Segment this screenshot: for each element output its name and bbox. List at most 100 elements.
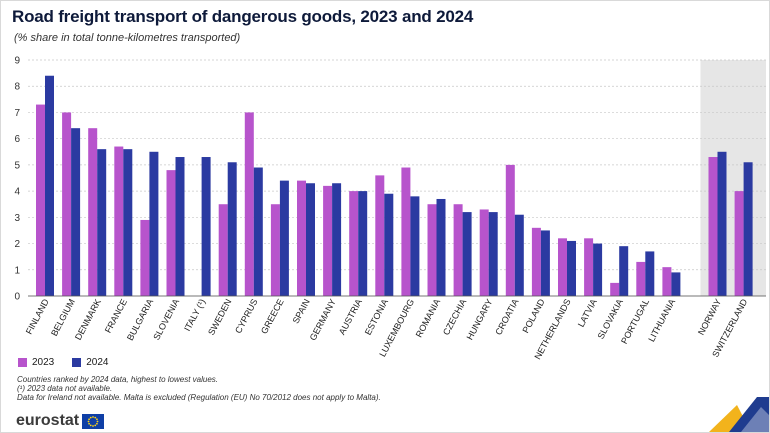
bar-2023-czechia [453, 204, 463, 296]
bar-2023-greece [270, 204, 280, 296]
bar-2024-germany [332, 183, 342, 296]
bar-2024-czechia [462, 212, 472, 296]
x-tick-label: SPAIN [291, 297, 312, 325]
logo-text: eurostat [16, 412, 80, 429]
bar-2023-cyprus [244, 112, 254, 296]
bar-2024-denmark [97, 149, 107, 296]
y-tick-label: 6 [14, 134, 20, 145]
corner-decoration-icon [709, 397, 769, 432]
bar-2023-norway [708, 157, 718, 296]
footnotes: Countries ranked by 2024 data, highest t… [17, 375, 381, 402]
y-tick-label: 0 [14, 292, 20, 303]
bar-2024-spain [306, 183, 315, 296]
bar-2023-slovenia [166, 170, 176, 296]
bar-2024-finland [45, 75, 54, 296]
x-tick-label: ROMANIA [414, 297, 443, 339]
x-tick-label: SLOVENIA [151, 297, 181, 341]
bar-2024-austria [358, 191, 368, 296]
bar-2024-romania [436, 198, 446, 296]
bar-2023-austria [349, 191, 359, 296]
footnote-ranking: Countries ranked by 2024 data, highest t… [17, 375, 219, 384]
bar-2023-croatia [505, 164, 515, 296]
bar-2024-bulgaria [149, 151, 159, 296]
x-tick-label: GREECE [259, 297, 286, 335]
x-tick-label: SWEDEN [206, 297, 233, 337]
bar-2023-france [114, 146, 124, 296]
bar-2024-lithuania [671, 272, 681, 296]
bar-2024-norway [717, 151, 727, 296]
bar-2024-netherlands [567, 240, 576, 296]
bar-2023-slovakia [610, 282, 620, 296]
y-tick-label: 4 [14, 187, 20, 198]
bar-2023-lithuania [662, 267, 672, 296]
bar-2023-spain [297, 180, 306, 296]
x-tick-label: FRANCE [103, 297, 129, 334]
x-tick-label: LITHUANIA [646, 297, 677, 343]
bar-2024-estonia [384, 193, 394, 296]
chart-subtitle: (% share in total tonne-kilometres trans… [14, 32, 241, 44]
bar-2024-italy [201, 157, 211, 296]
x-tick-label: NORWAY [696, 297, 723, 336]
bar-2024-sweden [227, 162, 237, 296]
x-tick-label: AUSTRIA [337, 297, 364, 336]
x-tick-label: BELGIUM [49, 297, 77, 337]
eurostat-logo: eurostat [16, 412, 105, 430]
x-tick-label: HUNGARY [465, 297, 495, 341]
x-tick-label: CROATIA [493, 297, 520, 336]
bar-2023-belgium [62, 112, 72, 296]
bar-2024-france [123, 149, 133, 296]
y-tick-label: 9 [14, 56, 20, 67]
legend-item-2023[interactable]: 2023 [18, 357, 54, 368]
bar-2023-sweden [218, 204, 228, 296]
y-tick-label: 5 [14, 160, 20, 171]
y-tick-label: 2 [14, 239, 20, 250]
bar-2024-portugal [645, 251, 655, 296]
bar-2024-switzerland [743, 162, 753, 296]
bar-2023-luxembourg [401, 167, 411, 296]
bar-2023-hungary [479, 209, 489, 296]
legend-swatch-2023 [18, 358, 27, 367]
bar-2024-croatia [514, 214, 524, 296]
bar-2024-slovakia [619, 246, 629, 296]
bar-2023-estonia [375, 175, 385, 296]
x-tick-label: CYPRUS [233, 297, 259, 335]
bar-2023-romania [427, 204, 437, 296]
y-tick-label: 8 [14, 82, 20, 93]
bar-2024-luxembourg [410, 196, 420, 296]
legend: 2023 2024 [18, 357, 109, 368]
bar-2024-poland [540, 230, 550, 296]
legend-label-2024: 2024 [86, 357, 109, 368]
bar-2024-greece [279, 180, 289, 296]
legend-item-2024[interactable]: 2024 [72, 357, 109, 368]
footnote-italy: (¹) 2023 data not available. [17, 384, 113, 393]
x-tick-label: ESTONIA [363, 297, 390, 336]
x-tick-label: CZECHIA [441, 297, 468, 337]
y-tick-label: 7 [14, 108, 20, 119]
chart-title: Road freight transport of dangerous good… [12, 7, 474, 26]
bar-2024-slovenia [175, 157, 185, 296]
bar-2024-cyprus [253, 167, 263, 296]
x-tick-label: DENMARK [73, 297, 103, 341]
x-tick-label: LATVIA [576, 297, 599, 329]
bar-2023-denmark [88, 128, 98, 296]
x-tick-label: BULGARIA [125, 297, 155, 342]
x-tick-label: ITALY (¹) [182, 297, 207, 333]
bar-2024-latvia [593, 243, 603, 296]
x-tick-label: SLOVAKIA [596, 297, 625, 340]
bar-2023-netherlands [558, 238, 567, 296]
x-tick-label: POLAND [520, 297, 546, 335]
bar-2024-belgium [71, 128, 81, 296]
y-tick-label: 1 [14, 265, 20, 276]
y-tick-label: 3 [14, 213, 20, 224]
x-tick-label: FINLAND [24, 297, 51, 336]
bar-2023-poland [531, 227, 541, 296]
bar-2023-bulgaria [140, 219, 150, 296]
footnote-ireland-malta: Data for Ireland not available. Malta is… [17, 393, 381, 402]
x-tick-label: GERMANY [308, 297, 338, 342]
bar-2023-switzerland [734, 191, 744, 296]
bar-2023-latvia [584, 238, 594, 296]
eu-flag-icon [82, 413, 105, 429]
bar-2023-finland [36, 104, 45, 296]
legend-label-2023: 2023 [32, 357, 55, 368]
